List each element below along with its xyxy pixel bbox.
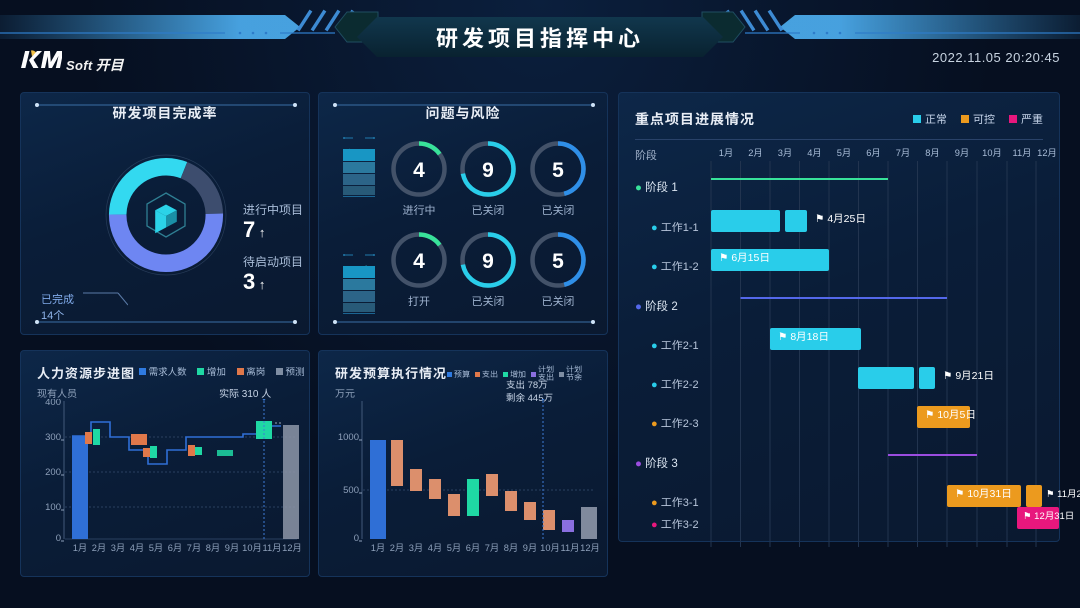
svg-text:300: 300 bbox=[45, 432, 61, 443]
svg-text:8月: 8月 bbox=[206, 543, 220, 553]
svg-text:4月: 4月 bbox=[428, 543, 442, 553]
svg-text:3月: 3月 bbox=[409, 543, 423, 553]
svg-text:0: 0 bbox=[354, 533, 359, 544]
svg-text:400: 400 bbox=[45, 399, 61, 408]
svg-text:9: 9 bbox=[482, 159, 494, 182]
svg-text:500: 500 bbox=[343, 485, 359, 496]
svg-text:6月: 6月 bbox=[466, 543, 480, 553]
svg-text:4: 4 bbox=[413, 250, 425, 273]
svg-text:4月: 4月 bbox=[130, 543, 144, 553]
svg-text:9: 9 bbox=[482, 250, 494, 273]
svg-text:1月: 1月 bbox=[73, 543, 87, 553]
svg-text:2月: 2月 bbox=[92, 543, 106, 553]
svg-text:5月: 5月 bbox=[447, 543, 461, 553]
svg-text:1000: 1000 bbox=[338, 432, 359, 443]
svg-text:12月: 12月 bbox=[580, 543, 600, 553]
svg-text:2月: 2月 bbox=[390, 543, 404, 553]
svg-text:1月: 1月 bbox=[371, 543, 385, 553]
svg-text:3月: 3月 bbox=[111, 543, 125, 553]
svg-text:6月: 6月 bbox=[168, 543, 182, 553]
svg-text:5月: 5月 bbox=[149, 543, 163, 553]
svg-text:9月: 9月 bbox=[225, 543, 239, 553]
svg-text:8月: 8月 bbox=[504, 543, 518, 553]
svg-text:100: 100 bbox=[45, 502, 61, 513]
svg-text:11月: 11月 bbox=[263, 543, 282, 553]
svg-text:12月: 12月 bbox=[282, 543, 302, 553]
svg-text:10月: 10月 bbox=[540, 543, 560, 553]
svg-text:5: 5 bbox=[552, 159, 564, 182]
svg-text:5: 5 bbox=[552, 250, 564, 273]
svg-text:200: 200 bbox=[45, 467, 61, 478]
svg-text:7月: 7月 bbox=[187, 543, 201, 553]
svg-text:9月: 9月 bbox=[523, 543, 537, 553]
svg-text:11月: 11月 bbox=[561, 543, 580, 553]
svg-text:7月: 7月 bbox=[485, 543, 499, 553]
svg-text:0: 0 bbox=[56, 533, 61, 544]
svg-text:4: 4 bbox=[413, 159, 425, 182]
svg-text:10月: 10月 bbox=[242, 543, 262, 553]
